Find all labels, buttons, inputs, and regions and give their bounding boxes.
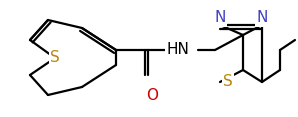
Text: HN: HN — [167, 42, 190, 57]
Text: N: N — [214, 11, 226, 26]
Text: S: S — [50, 51, 60, 66]
Text: O: O — [146, 88, 158, 102]
Text: S: S — [223, 75, 233, 90]
Text: N: N — [256, 11, 268, 26]
